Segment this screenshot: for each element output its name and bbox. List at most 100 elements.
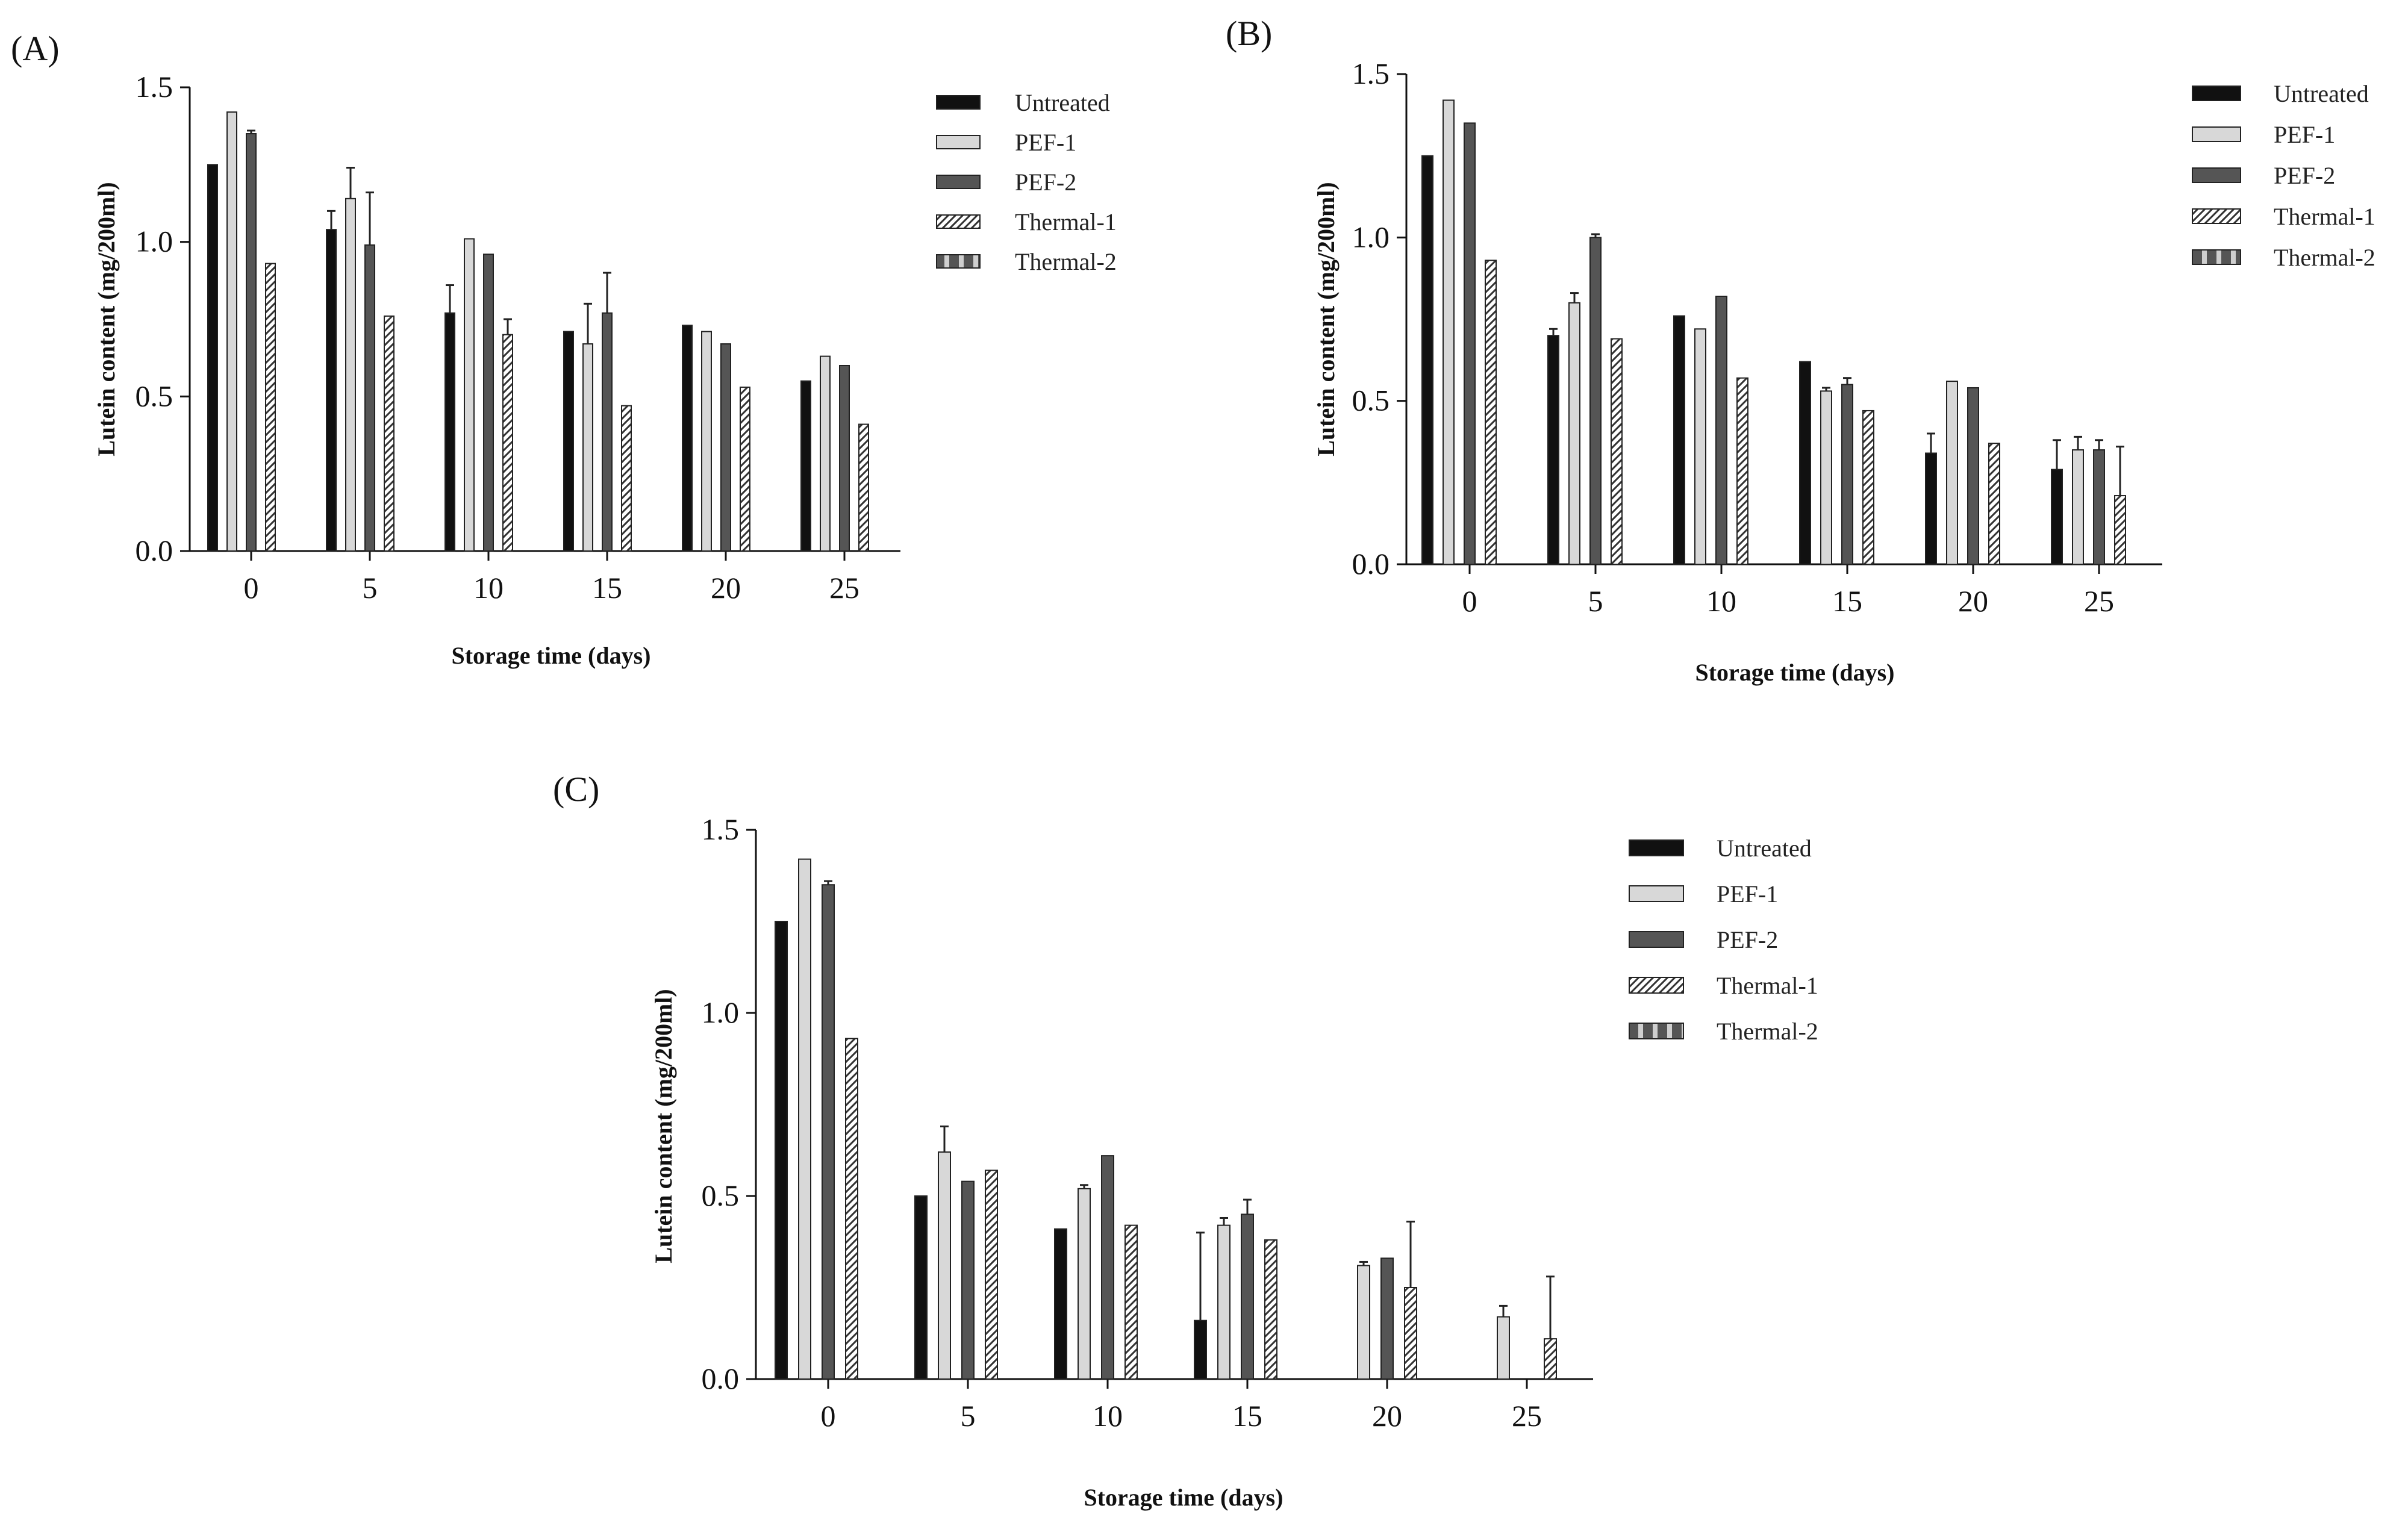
bar-untreated (563, 331, 574, 552)
legend-label: PEF-1 (2274, 121, 2335, 148)
bar-thermal-1 (1485, 260, 1497, 565)
legend-label: Thermal-2 (1015, 248, 1117, 275)
bar-thermal-1 (621, 405, 632, 552)
bar-thermal-1 (985, 1169, 998, 1380)
legend-swatch-pef2 (2192, 167, 2241, 183)
bar-thermal-1 (1124, 1224, 1138, 1380)
bar-pef2 (1241, 1213, 1254, 1380)
panel-label: (A) (11, 29, 60, 68)
legend-label: PEF-2 (1015, 169, 1076, 196)
bar-pef2 (602, 312, 613, 552)
bar-thermal-1 (1611, 338, 1623, 565)
bar-untreated (1799, 361, 1811, 565)
bar-thermal-1 (858, 423, 869, 552)
legend-label: PEF-2 (1717, 926, 1778, 953)
bar-thermal-1 (1988, 443, 2000, 565)
bar-untreated (207, 164, 218, 552)
x-tick-label: 15 (1832, 584, 1862, 618)
bar-pef2 (1101, 1155, 1114, 1380)
panel-label: (C) (553, 770, 599, 809)
x-tick-label: 25 (829, 571, 859, 605)
bar-pef2 (1841, 384, 1853, 565)
bar-untreated (1421, 155, 1433, 565)
bar-pef2 (246, 133, 257, 552)
legend-swatch-thermal-1 (1629, 977, 1684, 994)
x-tick-label: 0 (821, 1399, 836, 1433)
bar-thermal-1 (740, 386, 750, 552)
bar-pef1 (798, 858, 811, 1380)
y-tick-label: 1.5 (702, 812, 740, 846)
bar-pef1 (701, 331, 712, 552)
legend-label: Untreated (2274, 80, 2369, 107)
bar-untreated (1547, 335, 1559, 565)
y-tick-label: 1.0 (702, 995, 740, 1029)
legend-label: Thermal-1 (1015, 208, 1117, 235)
x-tick-label: 25 (2084, 584, 2114, 618)
x-tick-label: 15 (1232, 1399, 1262, 1433)
bar-untreated (775, 921, 788, 1380)
legend: Untreated PEF-1 PEF-2 Thermal-1 Thermal-2 (2192, 80, 2375, 271)
plot-area: 0.0 0.5 1.0 1.5 0 5 10 15 20 25 (136, 70, 900, 605)
bar-pef1 (1497, 1316, 1510, 1380)
bar-pef1 (2072, 449, 2084, 565)
bar-pef2 (364, 244, 375, 552)
bar-untreated (2051, 469, 2063, 565)
x-tick-label: 0 (244, 571, 259, 605)
legend-label: PEF-1 (1015, 129, 1076, 156)
x-tick-label: 5 (961, 1399, 976, 1433)
legend-swatch-pef1 (936, 135, 981, 149)
bar-thermal-1 (1736, 377, 1748, 565)
x-tick-label: 25 (1512, 1399, 1542, 1433)
plot-area: 0.0 0.5 1.0 1.5 0 5 10 15 20 25 (1352, 57, 2162, 618)
legend-swatch-pef2 (1629, 931, 1684, 948)
y-tick-label: 0.5 (702, 1179, 740, 1212)
legend-swatch-thermal-1 (2192, 208, 2241, 224)
x-tick-label: 10 (1706, 584, 1736, 618)
x-tick-label: 20 (711, 571, 741, 605)
x-axis-label: Storage time (days) (1084, 1484, 1283, 1511)
y-axis-label: Lutein content (mg/200ml) (1312, 182, 1340, 456)
bar-thermal-1 (1404, 1287, 1417, 1380)
panel-label: (B) (1226, 14, 1272, 53)
bar-pef1 (820, 355, 831, 552)
legend-label: Thermal-2 (2274, 244, 2375, 271)
bar-thermal-1 (1264, 1239, 1277, 1380)
x-tick-label: 10 (473, 571, 504, 605)
bar-pef1 (464, 238, 475, 552)
legend-label: Thermal-1 (1717, 972, 1818, 999)
legend-label: Untreated (1015, 89, 1110, 116)
x-tick-label: 10 (1093, 1399, 1123, 1433)
bar-untreated (914, 1195, 928, 1380)
bar-pef1 (938, 1151, 951, 1380)
chart-panel-b: (B) Lutein content (mg/200ml) Storage ti… (1226, 14, 2375, 686)
y-tick-label: 1.5 (1352, 57, 1390, 90)
bar-pef2 (1715, 296, 1727, 565)
y-tick-label: 0.0 (136, 534, 173, 567)
bar-thermal-1 (384, 315, 395, 552)
legend-swatch-thermal-2 (936, 254, 981, 269)
bar-thermal-1 (1862, 410, 1874, 565)
bar-untreated (1054, 1228, 1067, 1380)
y-axis-label: Lutein content (mg/200ml) (93, 182, 120, 456)
chart-panel-c: (C) Lutein content (mg/200ml) Storage ti… (553, 770, 1818, 1511)
x-axis-label: Storage time (days) (451, 642, 650, 669)
legend-swatch-pef2 (936, 175, 981, 189)
legend-label: PEF-1 (1717, 880, 1778, 908)
legend-label: Thermal-1 (2274, 203, 2375, 230)
y-tick-label: 1.5 (136, 70, 173, 104)
bar-pef2 (720, 343, 731, 552)
bar-pef1 (1694, 328, 1706, 565)
bar-pef1 (1568, 302, 1580, 565)
plot-area: 0.0 0.5 1.0 1.5 0 5 10 15 20 25 (702, 812, 1593, 1433)
bar-pef1 (1217, 1224, 1231, 1380)
bar-pef2 (1967, 387, 1979, 565)
bar-pef2 (1464, 122, 1476, 565)
bar-untreated (1673, 315, 1685, 565)
x-tick-label: 5 (1588, 584, 1603, 618)
legend-swatch-untreated (2192, 86, 2241, 101)
bar-thermal-1 (265, 263, 276, 552)
legend-swatch-pef1 (1629, 885, 1684, 902)
y-tick-label: 1.0 (136, 225, 173, 258)
bar-thermal-1 (845, 1038, 858, 1380)
